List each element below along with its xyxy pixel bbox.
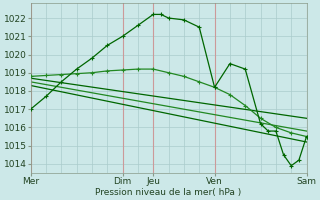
X-axis label: Pression niveau de la mer( hPa ): Pression niveau de la mer( hPa ) [95,188,242,197]
